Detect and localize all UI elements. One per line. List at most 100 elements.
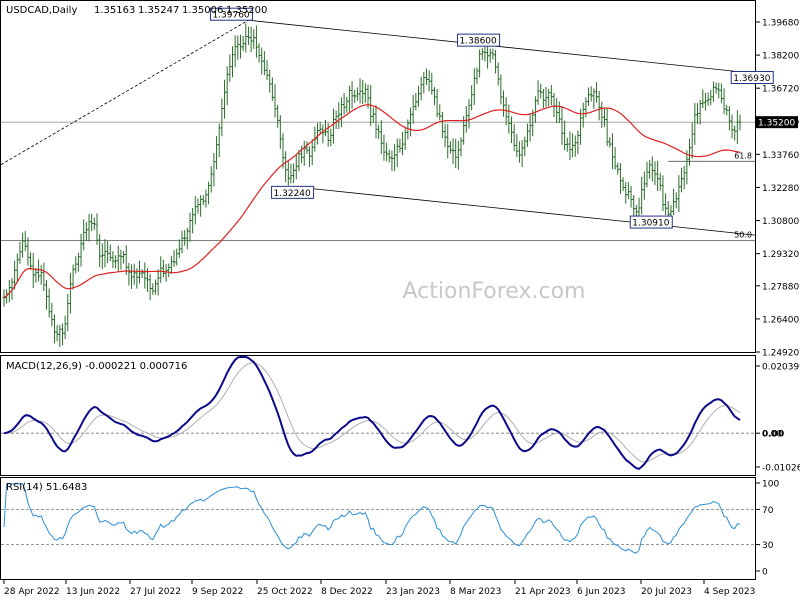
- chart-title: USDCAD,Daily: [6, 5, 77, 16]
- ohlc-bar: [454, 138, 458, 169]
- ohlc-bar: [478, 49, 482, 78]
- ohlc-bar: [345, 96, 349, 113]
- y-tick-label: 1.27880: [762, 282, 799, 292]
- x-tick-label: 8 Mar 2023: [450, 587, 501, 597]
- ohlc-bar: [286, 160, 290, 186]
- ohlc-bar: [719, 83, 723, 103]
- ohlc-bar: [390, 150, 394, 172]
- ohlc-bar: [459, 137, 463, 157]
- ohlc-bar: [672, 188, 676, 215]
- ohlc-bar: [58, 325, 62, 348]
- ohlc-bar: [656, 160, 660, 192]
- ohlc-bar: [177, 239, 181, 258]
- ohlc-bar: [82, 219, 86, 251]
- annotation-box: [271, 185, 315, 199]
- ohlc-bar: [470, 85, 474, 111]
- ohlc-bar: [223, 79, 227, 119]
- ohlc-bar: [87, 213, 91, 242]
- ohlc-bar: [430, 72, 434, 95]
- ohlc-bar: [2, 289, 6, 307]
- swing-annotation: 1.38600: [457, 33, 501, 47]
- x-axis: 28 Apr 2022 13 Jun 2022 27 Jul 2022 9 Sep 2…: [3, 580, 755, 597]
- ohlc-header: 1.35163 1.35247 1.35006 1.35200: [94, 5, 267, 16]
- ohlc-bar: [393, 144, 397, 172]
- ohlc-bar: [350, 81, 354, 109]
- ohlc-bar: [443, 123, 447, 148]
- ohlc-bar: [127, 263, 131, 286]
- ohlc-bar: [589, 86, 593, 102]
- macd-line: [3, 355, 741, 470]
- ohlc-bar: [411, 94, 415, 124]
- ohlc-bar: [140, 269, 144, 278]
- annotation-box: [629, 215, 673, 229]
- y-tick-label: 1.30800: [762, 217, 799, 227]
- ohlc-bar: [159, 256, 163, 283]
- ohlc-bar: [706, 92, 710, 106]
- ohlc-low: 1.35006: [182, 5, 223, 16]
- ohlc-bar: [414, 93, 418, 111]
- ohlc-bar: [642, 171, 646, 200]
- ohlc-bar: [167, 263, 171, 278]
- ohlc-bar: [419, 76, 423, 101]
- ohlc-bar: [191, 207, 195, 234]
- ohlc-bar: [183, 230, 187, 246]
- ohlc-bar: [494, 49, 498, 74]
- ohlc-bar: [292, 163, 296, 184]
- fib-level-label: 61.8: [734, 151, 752, 160]
- dashed-trend-line: [0, 19, 249, 165]
- ohlc-bar: [63, 315, 67, 339]
- trend-channel: [0, 19, 756, 236]
- ohlc-bar: [727, 106, 731, 131]
- x-tick-label: 28 Apr 2022: [4, 587, 60, 597]
- ohlc-bar: [265, 60, 269, 81]
- ohlc-bar: [701, 89, 705, 109]
- ohlc-bar: [337, 102, 341, 130]
- ohlc-high: 1.35247: [138, 5, 179, 16]
- ohlc-bar: [486, 43, 490, 69]
- ohlc-bar: [238, 34, 242, 59]
- ohlc-bar: [329, 128, 333, 147]
- ohlc-bar: [626, 182, 630, 200]
- ohlc-bar: [440, 111, 444, 138]
- ohlc-bar: [488, 48, 492, 63]
- ohlc-bar: [68, 273, 72, 314]
- ohlc-bar: [401, 131, 405, 156]
- ohlc-bar: [557, 101, 561, 124]
- moving-average: [3, 104, 741, 299]
- ohlc-bar: [690, 122, 694, 159]
- ohlc-bar: [600, 101, 604, 128]
- annotation-label: 1.32240: [274, 189, 311, 199]
- ohlc-bar: [79, 233, 83, 267]
- x-tick-label: 9 Sep 2022: [192, 587, 243, 597]
- ohlc-bar: [84, 221, 88, 241]
- ohlc-bar: [730, 114, 734, 139]
- ohlc-bar: [148, 274, 152, 301]
- ohlc-bar: [236, 35, 240, 60]
- ohlc-bar: [122, 251, 126, 264]
- y-tick-label: 1.36720: [762, 85, 799, 95]
- ohlc-bar: [616, 162, 620, 175]
- annotation-box: [209, 7, 253, 21]
- ohlc-bar: [316, 123, 320, 145]
- ohlc-bar: [645, 161, 649, 188]
- rsi-tick-label: 30: [762, 541, 774, 551]
- ohlc-bar: [204, 189, 208, 208]
- ohlc-bar: [432, 87, 436, 106]
- ohlc-bar: [379, 120, 383, 155]
- ohlc-bar: [252, 29, 256, 49]
- ohlc-bar: [576, 130, 580, 155]
- rsi-line: [3, 483, 741, 554]
- ohlc-bar: [525, 123, 529, 147]
- ohlc-bar: [199, 195, 203, 217]
- ohlc-bar: [355, 87, 359, 101]
- x-tick-label: 8 Dec 2022: [321, 587, 373, 597]
- ohlc-bar: [403, 126, 407, 150]
- fib-level-label: 50.0: [734, 231, 752, 240]
- ohlc-bar: [424, 68, 428, 85]
- ohlc-bar: [50, 302, 54, 327]
- annotation-box: [457, 33, 501, 47]
- macd-current-label: 0.00: [762, 430, 784, 440]
- swing-annotation: 1.36930: [730, 70, 774, 84]
- ohlc-bar: [456, 140, 460, 170]
